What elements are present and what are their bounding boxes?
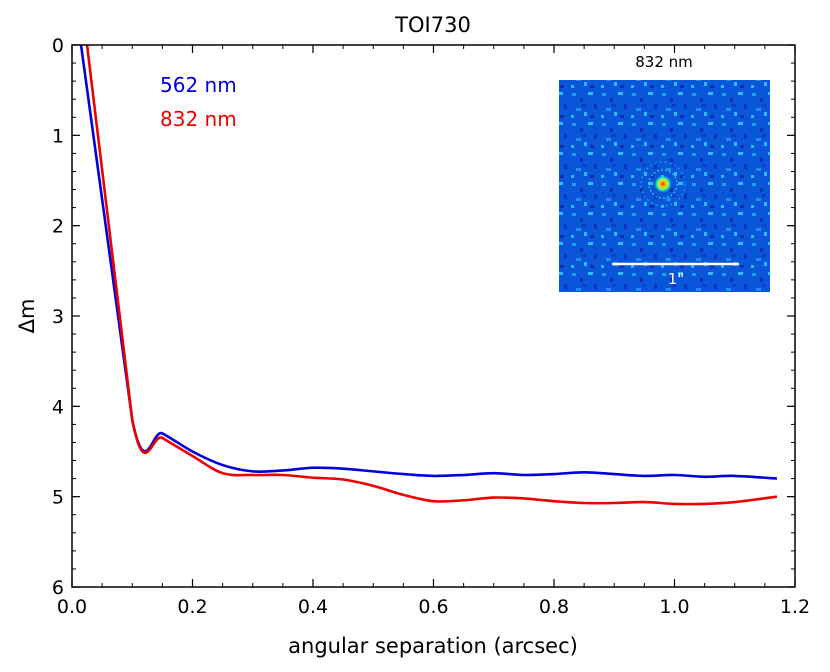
plot-frame: [71, 44, 796, 588]
series-line-562nm: [79, 44, 778, 480]
chart-title: TOI730: [394, 13, 471, 37]
x-axis-label: angular separation (arcsec): [288, 634, 578, 658]
x-tick-label: 0.0: [57, 596, 87, 618]
y-axis-label: Δm: [15, 299, 39, 334]
y-tick-label: 0: [52, 35, 64, 57]
inset-scale-label: 1": [668, 270, 684, 288]
inset-ring-inner: [648, 169, 678, 199]
inset-title: 832 nm: [635, 53, 693, 71]
x-tick-label: 0.4: [298, 596, 328, 618]
legend-entry-832nm: 832 nm: [160, 107, 237, 131]
y-tick-label: 2: [52, 216, 64, 238]
speckle-image-inset: 832 nm 1": [559, 53, 770, 292]
inset-star: [654, 175, 672, 193]
series-layer: [79, 44, 778, 506]
x-tick-label: 0.6: [418, 596, 448, 618]
inset-ring-outer: [640, 161, 686, 207]
y-tick-label: 3: [52, 306, 64, 328]
y-tick-label: 4: [52, 396, 64, 418]
legend-entry-562nm: 562 nm: [160, 73, 237, 97]
series-line-832nm: [85, 44, 778, 506]
y-tick-label: 6: [52, 577, 64, 599]
y-tick-label: 5: [52, 487, 64, 509]
y-tick-label: 1: [52, 125, 64, 147]
x-tick-label: 1.0: [659, 596, 689, 618]
x-tick-label: 0.8: [539, 596, 569, 618]
x-tick-label: 1.2: [780, 596, 810, 618]
x-tick-label: 0.2: [177, 596, 207, 618]
